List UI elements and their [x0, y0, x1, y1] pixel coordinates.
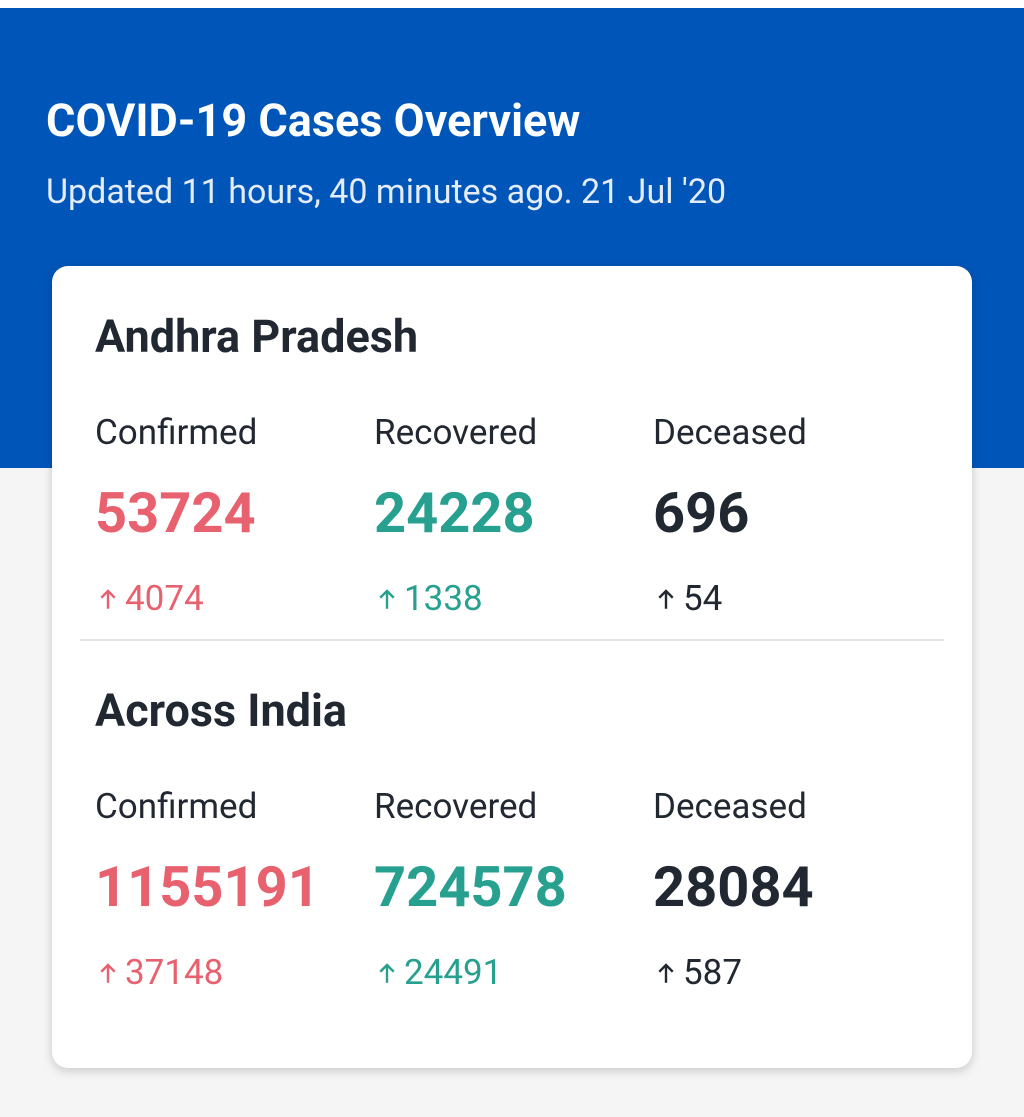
page-title: COVID-19 Cases Overview — [46, 94, 581, 147]
stat-value: 53724 — [95, 480, 256, 546]
stat-label: Recovered — [374, 786, 538, 827]
stat-delta: 54 — [653, 578, 722, 619]
stat-label: Recovered — [374, 412, 538, 453]
arrow-up-icon — [100, 588, 116, 609]
stat-value: 24228 — [374, 480, 535, 546]
stat-label: Deceased — [653, 412, 807, 453]
delta-value: 587 — [683, 952, 743, 993]
divider — [80, 639, 944, 641]
delta-value: 54 — [683, 578, 723, 619]
stat-value: 724578 — [374, 854, 567, 920]
status-strip — [0, 0, 1024, 8]
arrow-up-icon — [100, 962, 116, 983]
stat-value: 28084 — [653, 854, 814, 920]
stat-delta: 24491 — [374, 952, 502, 993]
update-time: Updated 11 hours, 40 minutes ago. 21 Jul… — [46, 172, 727, 212]
delta-value: 4074 — [125, 578, 204, 619]
region-name: Across India — [95, 684, 348, 737]
stat-value: 696 — [653, 480, 750, 546]
stat-delta: 37148 — [95, 952, 223, 993]
arrow-up-icon — [379, 588, 395, 609]
stat-delta: 4074 — [95, 578, 204, 619]
stat-label: Confirmed — [95, 786, 258, 827]
delta-value: 1338 — [404, 578, 483, 619]
overview-card: Andhra Pradesh Confirmed 53724 4074 Recovere… — [52, 266, 972, 1068]
arrow-up-icon — [658, 588, 674, 609]
delta-value: 37148 — [125, 952, 224, 993]
stat-delta: 587 — [653, 952, 742, 993]
delta-value: 24491 — [404, 952, 503, 993]
stat-label: Deceased — [653, 786, 807, 827]
region-name: Andhra Pradesh — [95, 310, 419, 363]
stat-value: 1155191 — [95, 854, 320, 920]
stat-delta: 1338 — [374, 578, 483, 619]
arrow-up-icon — [658, 962, 674, 983]
stat-label: Confirmed — [95, 412, 258, 453]
arrow-up-icon — [379, 962, 395, 983]
